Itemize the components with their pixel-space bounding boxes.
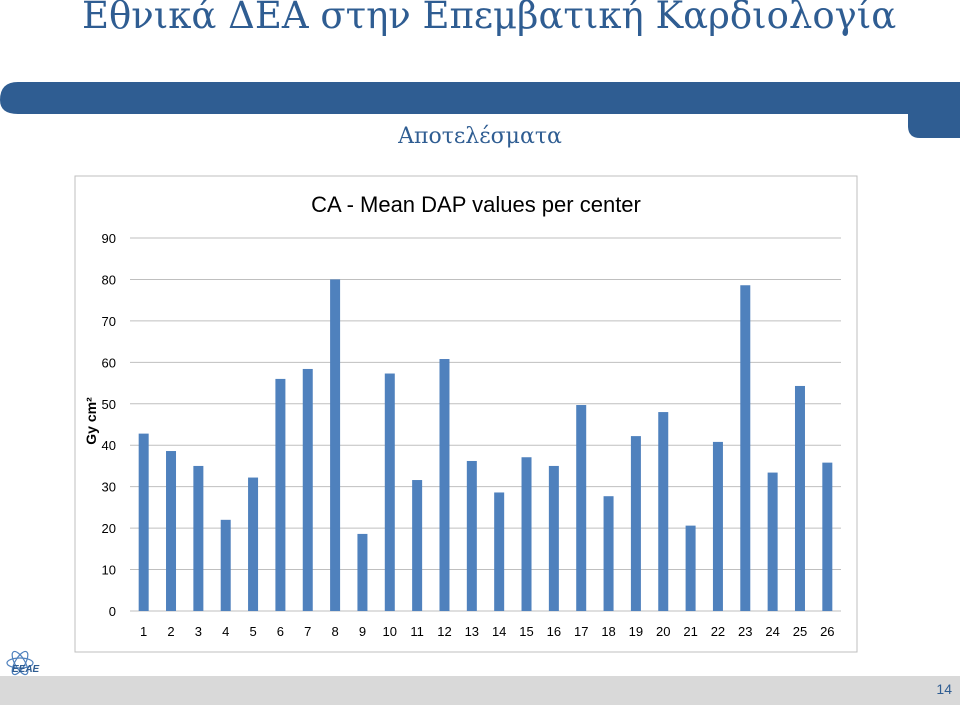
- y-tick-label: 80: [102, 272, 116, 287]
- x-tick-label: 14: [492, 624, 506, 639]
- bar-center-9: [357, 533, 368, 611]
- y-tick-label: 0: [109, 604, 116, 619]
- y-tick-label: 30: [102, 480, 116, 495]
- bar-center-15: [521, 457, 532, 611]
- x-tick-label: 3: [195, 624, 202, 639]
- footer-bar: [0, 676, 960, 705]
- bar-center-22: [712, 441, 723, 611]
- x-tick-label: 13: [465, 624, 479, 639]
- x-tick-label: 18: [601, 624, 615, 639]
- x-tick-label: 9: [359, 624, 366, 639]
- bar-center-10: [384, 373, 395, 611]
- x-tick-label: 6: [277, 624, 284, 639]
- x-tick-label: 5: [249, 624, 256, 639]
- bar-center-1: [138, 433, 149, 611]
- bar-center-17: [576, 405, 587, 611]
- y-tick-label: 70: [102, 314, 116, 329]
- x-tick-label: 15: [519, 624, 533, 639]
- y-tick-label: 40: [102, 438, 116, 453]
- x-tick-label: 2: [167, 624, 174, 639]
- y-tick-label: 10: [102, 563, 116, 578]
- bar-center-25: [794, 385, 805, 611]
- bar-center-6: [275, 378, 286, 611]
- bar-center-18: [603, 496, 614, 611]
- bar-center-3: [193, 465, 204, 611]
- x-tick-label: 26: [820, 624, 834, 639]
- bar-center-19: [630, 436, 641, 611]
- slide-title: Εθνικά ΔΕΑ στην Επεμβατική Καρδιολογία: [82, 0, 897, 37]
- x-tick-label: 23: [738, 624, 752, 639]
- bar-center-4: [220, 519, 231, 611]
- x-tick-label: 1: [140, 624, 147, 639]
- x-tick-label: 16: [547, 624, 561, 639]
- bar-center-21: [685, 525, 696, 611]
- x-tick-label: 22: [711, 624, 725, 639]
- x-tick-label: 25: [793, 624, 807, 639]
- y-tick-label: 60: [102, 355, 116, 370]
- bar-center-16: [548, 465, 559, 611]
- x-tick-label: 20: [656, 624, 670, 639]
- y-tick-labels: 0 10 20 30 40 50 60 70 80 90: [102, 231, 116, 619]
- x-tick-label: 12: [437, 624, 451, 639]
- bar-center-2: [166, 451, 177, 611]
- bar-center-7: [302, 368, 313, 611]
- y-axis-label: Gy cm²: [83, 397, 99, 445]
- bar-center-5: [248, 477, 259, 611]
- y-tick-label: 20: [102, 521, 116, 536]
- x-tick-label: 21: [683, 624, 697, 639]
- y-tick-label: 50: [102, 397, 116, 412]
- x-tick-label: 11: [410, 624, 424, 639]
- x-tick-label: 7: [304, 624, 311, 639]
- bar-center-26: [822, 462, 833, 611]
- x-tick-label: 8: [331, 624, 338, 639]
- bar-center-12: [439, 359, 450, 611]
- bar-center-20: [658, 412, 669, 611]
- x-tick-labels: 1 2 3 4 5 6 7 8 9 10 11 12 13 14 15 16 17 18 19 20 21 22 23 24 2…: [140, 624, 835, 639]
- x-tick-label: 10: [383, 624, 397, 639]
- bar-center-24: [767, 472, 778, 611]
- bar-center-23: [740, 285, 751, 611]
- eeae-logo: ΕΕΑΕ: [6, 650, 40, 676]
- chart-frame: [74, 175, 858, 653]
- y-tick-label: 90: [102, 231, 116, 246]
- page-number: 14: [936, 681, 952, 697]
- x-tick-label: 17: [574, 624, 588, 639]
- slide-subtitle: Αποτελέσματα: [398, 124, 562, 149]
- bar-center-11: [412, 480, 423, 611]
- bars: [138, 279, 833, 611]
- bar-center-8: [330, 279, 341, 611]
- x-tick-label: 24: [765, 624, 779, 639]
- svg-text:ΕΕΑΕ: ΕΕΑΕ: [12, 664, 40, 675]
- bar-center-13: [466, 460, 477, 611]
- title-banner: [0, 82, 960, 138]
- x-tick-label: 4: [222, 624, 229, 639]
- x-tick-label: 19: [629, 624, 643, 639]
- bar-center-14: [494, 492, 505, 611]
- chart-title: CA - Mean DAP values per center: [311, 192, 641, 217]
